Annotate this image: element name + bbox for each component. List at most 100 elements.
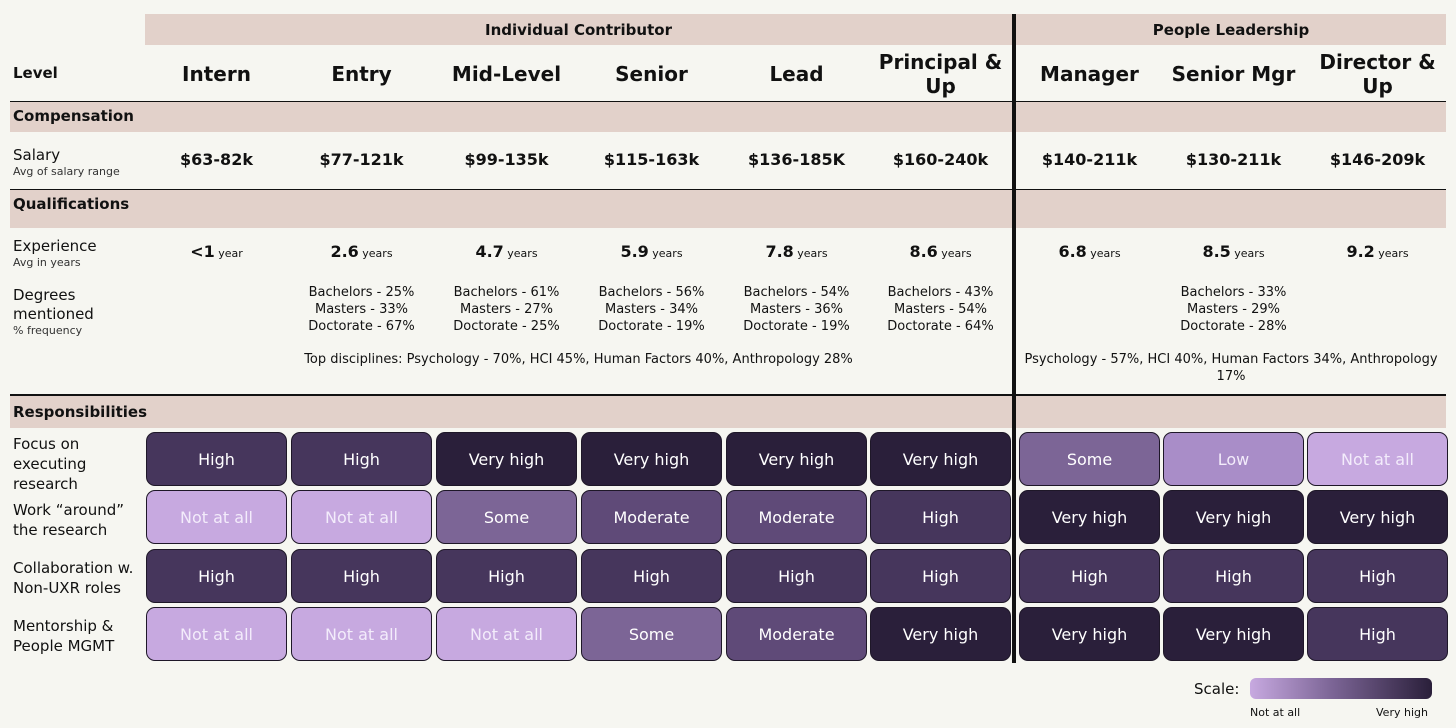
experience-value: <1 year [146,242,287,261]
rating-pill: Very high [436,432,577,486]
divider-qualifications [10,394,1446,396]
experience-unit: years [648,247,683,260]
rating-pill: Not at all [146,490,287,544]
experience-value: 4.7 years [436,242,577,261]
responsibility-label: Focus on executing research [13,434,86,494]
group-title-ic: Individual Contributor [485,21,672,39]
responsibility-label-line: executing [13,455,87,473]
degree-list: Bachelors - 25% Masters - 33% Doctorate - … [291,284,432,335]
rating-pill: Very high [1019,607,1160,661]
rating-pill: High [436,549,577,603]
group-divider [1012,14,1016,663]
level-header-7: Senior Mgr [1171,62,1296,86]
degree-line: Doctorate - 19% [598,319,705,334]
scale-gradient [1250,678,1432,699]
section-title-qualifications: Qualifications [13,195,130,213]
experience-unit: years [1230,247,1265,260]
level-header-3: Senior [615,62,688,86]
section-title-compensation: Compensation [13,107,134,125]
rating-pill: Very high [1019,490,1160,544]
rating-pill: High [146,549,287,603]
degree-list: Bachelors - 56% Masters - 34% Doctorate - … [581,284,722,335]
group-title-pl: People Leadership [1152,21,1310,39]
salary-label-text: Salary [13,146,61,164]
rating-pill: High [726,549,867,603]
rating-pill: High [1307,549,1448,603]
rating-pill: Some [436,490,577,544]
degree-line: Doctorate - 67% [308,319,415,334]
degree-line: Masters - 54% [893,302,988,317]
experience-number: 2.6 [330,242,359,261]
level-header-5: Principal & Up [878,50,1003,98]
rating-pill: Very high [1163,607,1304,661]
salary-value: $140-211k [1041,150,1138,169]
scale-label: Scale: [1194,680,1240,698]
degrees-label-line2: mentioned [13,305,94,323]
experience-label: Experience Avg in years [13,237,97,269]
level-header-0: Intern [182,62,251,86]
rating-pill: Low [1163,432,1304,486]
experience-value: 2.6 years [291,242,432,261]
experience-value: 5.9 years [581,242,722,261]
rating-pill: High [1307,607,1448,661]
degree-line: Masters - 36% [749,302,844,317]
level-header-1: Entry [331,62,392,86]
salary-label: Salary Avg of salary range [13,146,120,178]
rating-pill: Not at all [436,607,577,661]
experience-value: 8.6 years [870,242,1011,261]
experience-number: 9.2 [1346,242,1375,261]
salary-value: $130-211k [1185,150,1282,169]
responsibility-label-line: Work “around” [13,501,125,519]
degree-line: Doctorate - 25% [453,319,560,334]
scale-max-label: Very high [1376,706,1428,719]
rating-pill: Very high [726,432,867,486]
rating-pill: High [291,549,432,603]
responsibility-label: Mentorship & People MGMT [13,616,114,656]
experience-unit: years [1374,247,1409,260]
degree-line: Doctorate - 64% [887,319,994,334]
degree-list: Bachelors - 61% Masters - 27% Doctorate - … [436,284,577,335]
degrees-sublabel: % frequency [13,324,83,337]
rating-pill: Not at all [291,607,432,661]
experience-value: 9.2 years [1307,242,1448,261]
experience-unit: years [1086,247,1121,260]
degree-list: Bachelors - 33% Masters - 29% Doctorate - … [1163,284,1304,335]
salary-value: $99-135k [464,150,549,169]
experience-sublabel: Avg in years [13,256,81,269]
experience-unit: year [214,247,243,260]
responsibility-label-line: People MGMT [13,637,115,655]
degree-line: Bachelors - 61% [453,285,560,300]
degrees-label: Degrees mentioned % frequency [13,286,94,337]
experience-value: 6.8 years [1019,242,1160,261]
rating-pill: Moderate [726,607,867,661]
rating-pill: Not at all [291,490,432,544]
level-label: Level [13,64,58,82]
degrees-label-line1: Degrees [13,286,76,304]
salary-value: $77-121k [319,150,404,169]
experience-number: <1 [190,242,215,261]
salary-value: $136-185K [748,150,845,169]
degree-list: Bachelors - 54% Masters - 36% Doctorate - … [726,284,867,335]
ic-disciplines: Top disciplines: Psychology - 70%, HCI 4… [304,352,853,367]
rating-pill: High [870,490,1011,544]
degree-line: Masters - 34% [604,302,699,317]
degree-line: Bachelors - 43% [887,285,994,300]
experience-label-text: Experience [13,237,97,255]
experience-number: 5.9 [620,242,649,261]
responsibility-label-line: Focus on [13,435,80,453]
rating-pill: Moderate [581,490,722,544]
rating-pill: High [1019,549,1160,603]
experience-unit: years [937,247,972,260]
degree-line: Bachelors - 25% [308,285,415,300]
degree-list: Bachelors - 43% Masters - 54% Doctorate - … [870,284,1011,335]
group-band-pl [1016,14,1446,45]
experience-value: 7.8 years [726,242,867,261]
scale-min-label: Not at all [1250,706,1301,719]
responsibility-label-line: Non-UXR roles [13,579,121,597]
rating-pill: Not at all [146,607,287,661]
experience-number: 6.8 [1058,242,1087,261]
rating-pill: Very high [1307,490,1448,544]
rating-pill: High [291,432,432,486]
responsibility-label-line: Collaboration w. [13,559,134,577]
rating-pill: Very high [581,432,722,486]
